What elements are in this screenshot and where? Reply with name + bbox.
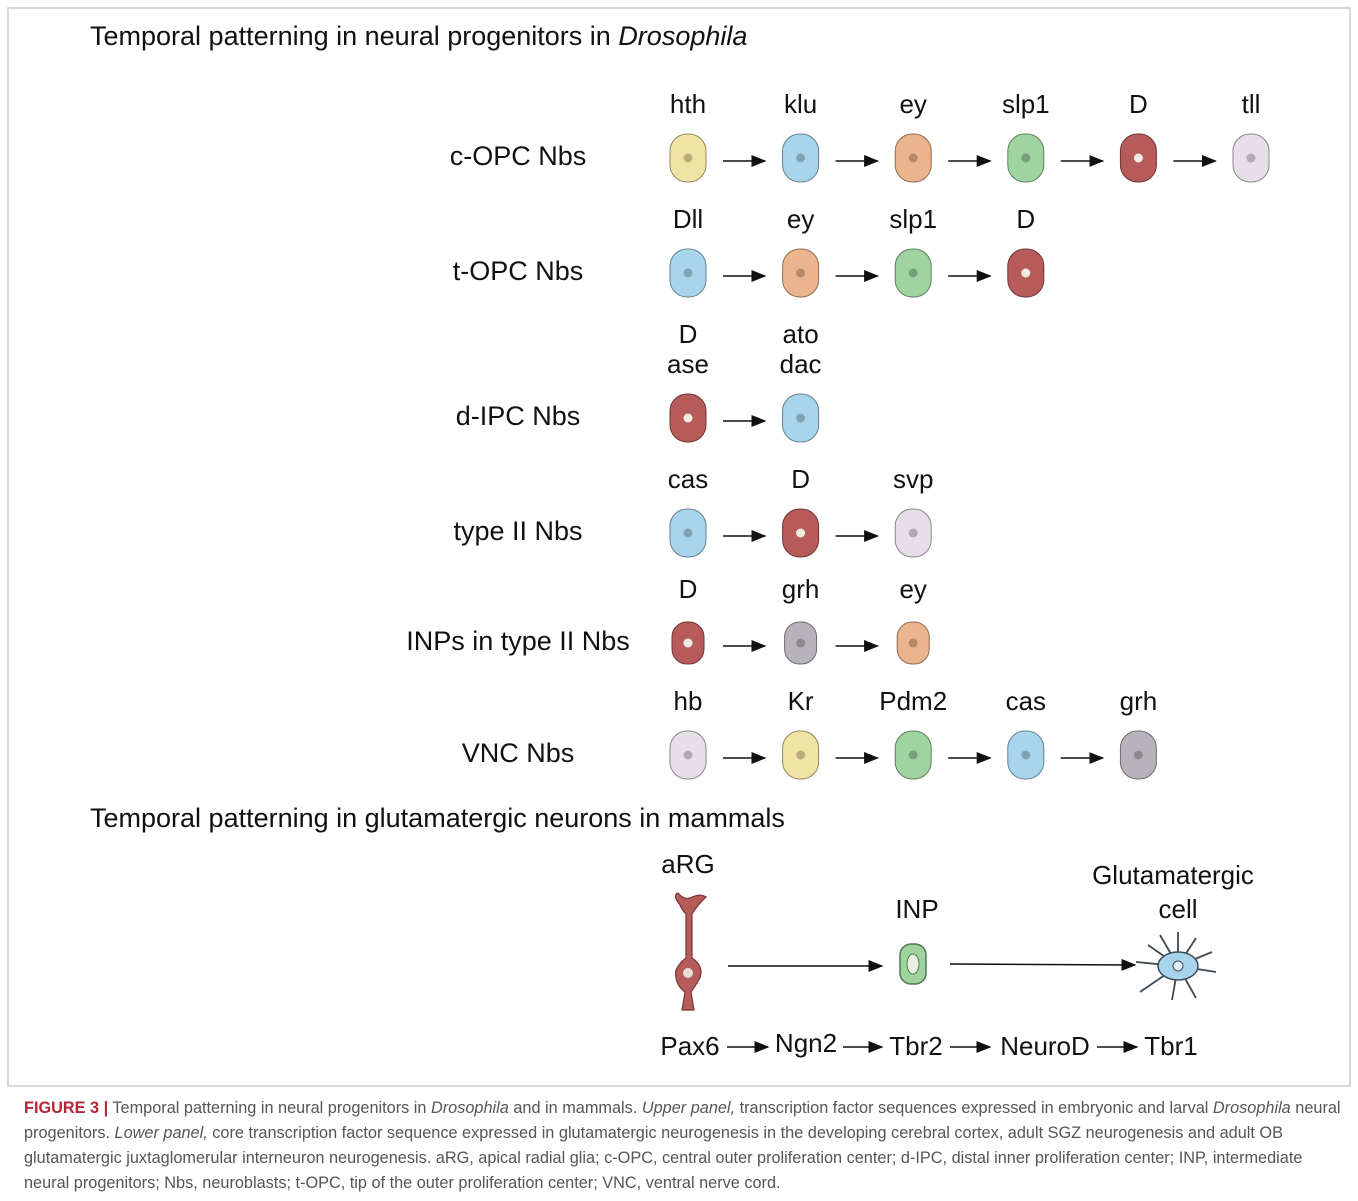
gene-label: Kr	[788, 686, 814, 716]
row-label: INPs in type II Nbs	[406, 626, 630, 656]
caption-text: transcription factor sequences expressed…	[735, 1099, 1213, 1117]
cell-label: Glutamatergic	[1092, 860, 1254, 890]
nucleus	[909, 269, 918, 278]
row-label: t-OPC Nbs	[453, 256, 584, 286]
cell-label: aRG	[661, 849, 714, 879]
gene-label: Pdm2	[879, 686, 947, 716]
gene-label: dac	[780, 349, 822, 379]
caption-text: Temporal patterning in neural progenitor…	[108, 1099, 431, 1117]
gene-label: slp1	[1002, 89, 1050, 119]
gene-label: ey	[899, 574, 926, 604]
gene-label: ey	[787, 204, 814, 234]
nucleus	[684, 639, 693, 648]
gene-label: tll	[1242, 89, 1261, 119]
nucleus	[684, 414, 693, 423]
gene-label: grh	[1120, 686, 1158, 716]
figure: Temporal patterning in neural progenitor…	[0, 0, 1358, 1201]
gene-label: cas	[1006, 686, 1046, 716]
gene-label: hb	[674, 686, 703, 716]
gene-label: Dll	[673, 204, 703, 234]
arrow	[950, 964, 1135, 965]
caption-text: and in mammals.	[509, 1099, 642, 1117]
nucleus	[909, 639, 918, 648]
nucleus	[1247, 154, 1256, 163]
title-italic: Drosophila	[618, 21, 747, 51]
nucleus	[796, 154, 805, 163]
radial-glia	[675, 893, 706, 1010]
cell-label: INP	[895, 894, 938, 924]
caption-text: FIGURE 3 |	[24, 1099, 108, 1117]
nucleus	[796, 529, 805, 538]
caption-text: Drosophila	[431, 1099, 509, 1117]
gene-label: D	[679, 319, 698, 349]
gene-label: klu	[784, 89, 817, 119]
gene-label: cas	[668, 464, 708, 494]
gene-label: Pax6	[660, 1031, 719, 1061]
nucleus	[1173, 961, 1183, 971]
caption-text: core transcription factor sequence expre…	[24, 1124, 1302, 1192]
row-label: d-IPC Nbs	[456, 401, 581, 431]
nucleus	[1021, 154, 1030, 163]
nucleus	[684, 529, 693, 538]
nucleus	[909, 529, 918, 538]
cell-label: cell	[1158, 894, 1197, 924]
upper-title: Temporal patterning in neural progenitor…	[90, 21, 747, 51]
nucleus	[909, 154, 918, 163]
nucleus	[1021, 269, 1030, 278]
row-label: c-OPC Nbs	[450, 141, 587, 171]
gene-label: svp	[893, 464, 933, 494]
row-label: VNC Nbs	[462, 738, 575, 768]
nucleus	[683, 968, 693, 978]
gene-label: D	[791, 464, 810, 494]
gene-label: D	[1016, 204, 1035, 234]
nucleus	[684, 269, 693, 278]
gene-label: Ngn2	[775, 1028, 837, 1058]
nucleus	[796, 751, 805, 760]
caption-text: Upper panel,	[642, 1099, 735, 1117]
nucleus	[1134, 154, 1143, 163]
nucleus	[796, 414, 805, 423]
nucleus	[907, 954, 919, 974]
page: Temporal patterning in neural progenitor…	[0, 0, 1358, 1201]
nucleus	[1134, 751, 1143, 760]
lower-panel: aRG INP Glutamatergic cell Pax6 Ngn2 Tbr…	[660, 849, 1254, 1061]
gene-label: Tbr1	[1144, 1031, 1197, 1061]
nucleus	[909, 751, 918, 760]
nucleus	[684, 751, 693, 760]
title-text: Temporal patterning in neural progenitor…	[90, 21, 618, 51]
gene-label: hth	[670, 89, 706, 119]
gene-label: D	[1129, 89, 1148, 119]
lower-title: Temporal patterning in glutamatergic neu…	[90, 803, 785, 833]
nucleus	[1021, 751, 1030, 760]
row-label: type II Nbs	[453, 516, 582, 546]
gene-label: grh	[782, 574, 820, 604]
nucleus	[684, 154, 693, 163]
gene-label: ey	[899, 89, 926, 119]
gene-label: D	[679, 574, 698, 604]
caption-text: Drosophila	[1213, 1099, 1291, 1117]
gene-label: slp1	[889, 204, 937, 234]
caption: FIGURE 3 | Temporal patterning in neural…	[24, 1096, 1344, 1196]
gene-label: Tbr2	[889, 1031, 942, 1061]
nucleus	[796, 639, 805, 648]
nucleus	[796, 269, 805, 278]
gene-label: NeuroD	[1000, 1031, 1090, 1061]
caption-text: Lower panel,	[115, 1124, 208, 1142]
gene-label: ase	[667, 349, 709, 379]
gene-label: ato	[783, 319, 819, 349]
